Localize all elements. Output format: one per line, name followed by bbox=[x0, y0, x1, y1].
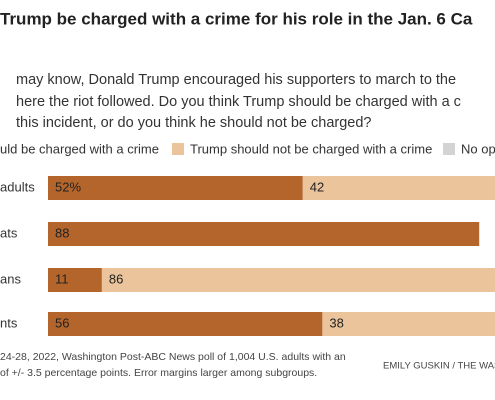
bar-segment bbox=[302, 176, 495, 200]
subtitle: here the riot followed. Do you think Tru… bbox=[16, 94, 461, 110]
value-label: 42 bbox=[310, 179, 324, 194]
legend-label: Trump should not be charged with a crime bbox=[190, 141, 432, 156]
row-label: ans bbox=[0, 271, 21, 286]
bar-segment bbox=[48, 312, 323, 336]
value-label: 38 bbox=[329, 315, 343, 330]
value-label: 11 bbox=[55, 271, 69, 286]
subtitle: this incident, or do you think he should… bbox=[16, 115, 372, 131]
subtitle: may know, Donald Trump encouraged his su… bbox=[16, 72, 456, 88]
footnote: 24-28, 2022, Washington Post-ABC News po… bbox=[0, 351, 346, 363]
legend-label: uld be charged with a crime bbox=[0, 141, 159, 156]
value-label: 88 bbox=[55, 225, 69, 240]
value-label: 52% bbox=[55, 179, 81, 194]
credit: EMILY GUSKIN / THE WAS bbox=[383, 361, 495, 372]
bar-segment bbox=[48, 222, 480, 246]
value-label: 86 bbox=[109, 271, 123, 286]
bar-segment bbox=[322, 312, 495, 336]
legend-label: No opi bbox=[461, 141, 495, 156]
bar-segment bbox=[101, 268, 495, 292]
row-label: adults bbox=[0, 179, 35, 194]
row-label: nts bbox=[0, 315, 18, 330]
footnote: of +/- 3.5 percentage points. Error marg… bbox=[0, 367, 317, 379]
bar-segment bbox=[48, 176, 303, 200]
legend-swatch bbox=[172, 143, 184, 155]
legend-swatch bbox=[443, 143, 455, 155]
chart-title: Trump be charged with a crime for his ro… bbox=[0, 9, 473, 28]
bar-segment bbox=[48, 268, 102, 292]
row-label: ats bbox=[0, 225, 18, 240]
value-label: 56 bbox=[55, 315, 69, 330]
